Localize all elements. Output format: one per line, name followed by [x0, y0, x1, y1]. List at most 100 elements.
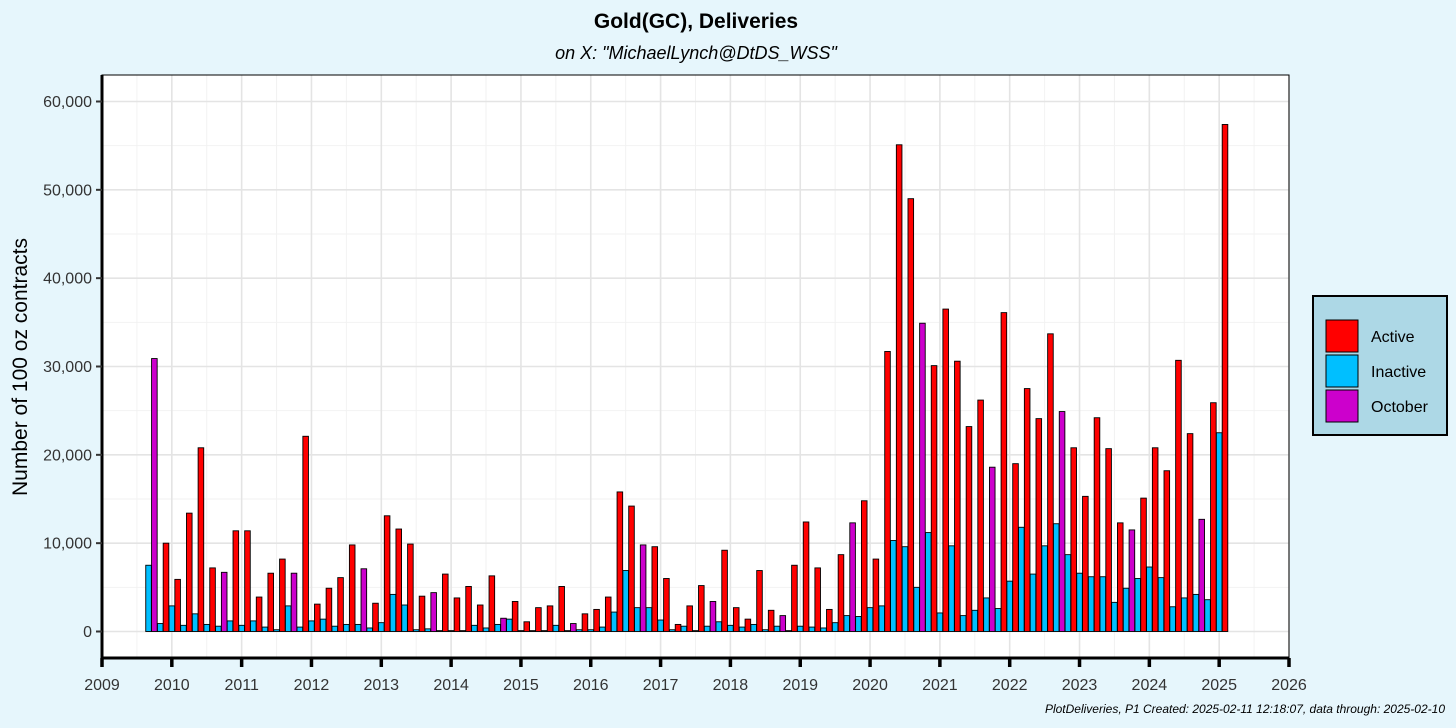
bar-inactive — [575, 629, 583, 632]
bar-active — [1070, 447, 1077, 632]
legend-swatch-active — [1325, 319, 1359, 353]
bar-inactive — [517, 630, 525, 632]
bar-active — [325, 587, 333, 632]
bar-inactive — [494, 623, 501, 632]
bar-inactive — [1064, 554, 1072, 632]
bar-active — [162, 542, 170, 632]
bar-active — [197, 447, 205, 632]
bar-inactive — [1099, 576, 1107, 632]
bar-active — [884, 351, 891, 632]
bar-active — [907, 198, 915, 632]
bar-active — [767, 609, 775, 632]
bar-active — [814, 567, 821, 632]
bar-active — [651, 546, 659, 632]
bar-active — [593, 608, 600, 632]
x-axis-ticks: 2009 2010 2011 2012 2013 2014 2015 2016 2017 2018… — [84, 658, 1307, 694]
bar-active — [802, 521, 810, 632]
bar-active — [1221, 124, 1229, 632]
bar-active — [1082, 495, 1089, 632]
bar-inactive — [1192, 593, 1200, 632]
bar-active — [244, 530, 251, 632]
legend-label-active: Active — [1371, 329, 1415, 346]
bar-active — [442, 573, 449, 632]
bar-active — [791, 564, 798, 632]
bar-inactive — [1146, 566, 1153, 632]
bar-inactive — [1169, 606, 1176, 632]
bar-inactive — [773, 625, 781, 632]
bar-inactive — [796, 625, 804, 632]
chart-title: Gold(GC), Deliveries — [594, 10, 798, 33]
bar-active — [418, 595, 426, 632]
legend-items: Active Inactive October — [1325, 319, 1429, 423]
bars — [145, 124, 1229, 632]
bar-active — [1012, 463, 1019, 632]
bar-inactive — [343, 623, 350, 632]
bar-active — [174, 578, 181, 632]
bar-inactive — [238, 624, 245, 632]
bar-active — [255, 596, 263, 632]
bar-inactive — [203, 623, 210, 632]
bar-active — [535, 607, 542, 632]
bar-active — [465, 586, 472, 632]
bar-active — [628, 505, 635, 632]
bar-inactive — [273, 629, 280, 632]
bar-inactive — [855, 616, 862, 632]
bar-inactive — [1111, 601, 1118, 632]
bar-inactive — [890, 540, 897, 632]
bar-active — [476, 604, 484, 632]
bar-inactive — [843, 615, 851, 632]
bar-inactive — [529, 630, 536, 632]
x-tick-label: 2019 — [782, 677, 818, 694]
x-tick-label: 2022 — [992, 677, 1028, 694]
bar-inactive — [831, 622, 839, 632]
bar-inactive — [1122, 587, 1130, 632]
bar-inactive — [482, 627, 490, 632]
bar-active — [1186, 433, 1194, 632]
bar-inactive — [145, 564, 152, 632]
bar-inactive — [994, 608, 1002, 632]
bar-inactive — [378, 622, 385, 632]
bar-inactive — [250, 620, 257, 632]
bar-active — [872, 558, 880, 632]
bar-active — [895, 144, 903, 632]
bar-inactive — [261, 626, 269, 632]
bar-active — [837, 554, 845, 632]
x-tick-label: 2021 — [922, 677, 958, 694]
bar-october — [1198, 518, 1205, 632]
bar-inactive — [296, 626, 304, 632]
x-tick-label: 2010 — [154, 677, 190, 694]
bar-active — [453, 597, 461, 632]
bar-inactive — [459, 630, 467, 632]
bar-active — [1047, 333, 1054, 632]
bar-active — [721, 549, 728, 632]
y-tick-label: 50,000 — [43, 182, 92, 199]
bar-inactive — [1041, 545, 1048, 632]
bar-inactive — [180, 624, 187, 632]
bar-october — [639, 544, 647, 632]
y-tick-label: 20,000 — [43, 447, 92, 464]
bar-october — [220, 571, 228, 632]
bar-inactive — [599, 626, 606, 632]
bar-active — [395, 528, 403, 632]
bar-inactive — [727, 624, 734, 632]
bar-active — [302, 435, 309, 632]
bar-inactive — [936, 612, 944, 632]
bar-inactive — [750, 623, 757, 632]
bar-inactive — [925, 532, 932, 632]
legend-swatch-october — [1325, 389, 1359, 423]
bar-inactive — [401, 604, 408, 632]
bar-active — [1210, 402, 1217, 632]
bar-inactive — [610, 611, 618, 632]
bar-inactive — [1134, 578, 1141, 632]
bar-inactive — [354, 623, 362, 632]
bar-inactive — [1204, 599, 1211, 632]
bar-active — [523, 621, 531, 632]
bar-active — [232, 530, 240, 632]
bar-inactive — [389, 593, 397, 632]
x-tick-label: 2014 — [433, 677, 469, 694]
bar-active — [1117, 522, 1124, 632]
bar-inactive — [540, 630, 548, 632]
bar-active — [1000, 312, 1008, 632]
bar-active — [488, 575, 496, 632]
bar-inactive — [959, 615, 967, 632]
